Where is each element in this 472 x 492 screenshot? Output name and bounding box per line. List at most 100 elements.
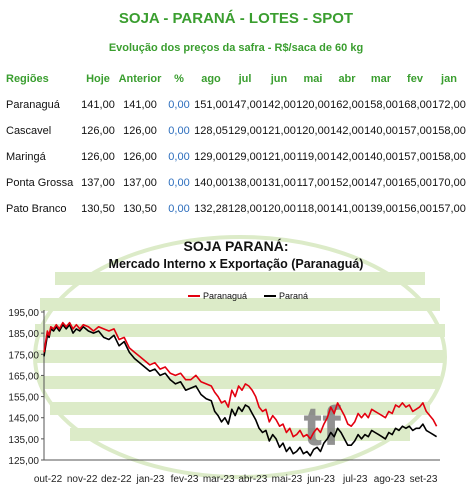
table-cell: 151,00 (194, 99, 228, 111)
chart-legend: Paranaguá Paraná (188, 291, 308, 301)
table-cell: 168,00 (398, 99, 432, 111)
table-cell: 158,00 (432, 125, 466, 137)
table-cell: 140,00 (364, 151, 398, 163)
y-tick-label: 165,00 (8, 371, 39, 382)
table-cell: Paranaguá (6, 99, 60, 111)
series-line-paranagu (43, 321, 438, 440)
table-cell: 128,05 (194, 125, 228, 137)
table-cell: 120,00 (296, 99, 330, 111)
table-cell: 119,00 (296, 151, 330, 163)
table-cell: 137,00 (123, 177, 157, 189)
table-cell: 0,00 (168, 99, 190, 111)
page-title: SOJA - PARANÁ - LOTES - SPOT (118, 10, 354, 27)
table-cell: 156,00 (398, 203, 432, 215)
column-header: ago (201, 73, 221, 85)
chart-subtitle: Mercado Interno x Exportação (Paranaguá) (109, 257, 364, 271)
y-tick-label: 175,00 (8, 350, 39, 361)
table-cell: 137,00 (81, 177, 115, 189)
x-tick-label: nov-22 (67, 474, 98, 485)
column-header: % (174, 73, 184, 85)
column-header: jul (238, 73, 252, 85)
column-header: Hoje (86, 73, 110, 85)
chart-title: SOJA PARANÁ: (183, 238, 288, 254)
table-cell: 131,00 (262, 177, 296, 189)
x-tick-label: mai-23 (272, 474, 303, 485)
x-tick-label: jul-23 (342, 474, 368, 485)
page-subtitle: Evolução dos preços da safra - R$/saca d… (108, 42, 364, 54)
table-cell: 158,00 (364, 99, 398, 111)
table-cell: 157,00 (398, 125, 432, 137)
column-header: jun (270, 73, 288, 85)
x-tick-label: set-23 (410, 474, 438, 485)
table-cell: 139,00 (364, 203, 398, 215)
x-tick-label: out-22 (34, 474, 63, 485)
series-line-paran (43, 323, 438, 457)
x-tick-label: jan-23 (136, 474, 165, 485)
x-tick-label: mar-23 (203, 474, 235, 485)
table-cell: 172,00 (432, 99, 466, 111)
table-cell: 120,00 (296, 125, 330, 137)
column-header: jan (441, 73, 457, 85)
legend-label: Paraná (279, 291, 308, 301)
y-tick-label: 185,00 (8, 329, 39, 340)
column-header: abr (338, 73, 356, 85)
table-cell: 140,00 (364, 125, 398, 137)
table-cell: 129,00 (228, 125, 262, 137)
table-row: Paranaguá 141,00 141,00 0,00 151,00 147,… (4, 92, 466, 118)
table-cell: 152,00 (330, 177, 364, 189)
table-header-row: Regiões Hoje Anterior % ago jul jun mai … (4, 66, 466, 92)
table-cell: 120,00 (262, 203, 296, 215)
table-cell: 121,00 (262, 125, 296, 137)
x-tick-label: fev-23 (171, 474, 199, 485)
table-cell: 141,00 (123, 99, 157, 111)
column-header: Regiões (6, 73, 49, 85)
table-row: Maringá 126,00 126,00 0,00 129,00 129,00… (4, 144, 466, 170)
chart-lines (43, 321, 438, 457)
y-tick-label: 125,00 (8, 456, 39, 467)
table-cell: 117,00 (296, 177, 330, 189)
table-cell: Ponta Grossa (6, 177, 74, 189)
table-cell: 129,00 (228, 151, 262, 163)
table-cell: 142,00 (262, 99, 296, 111)
x-tick-label: dez-22 (101, 474, 132, 485)
x-tick-label: jun-23 (306, 474, 335, 485)
price-chart: SOJA PARANÁ: Mercado Interno x Exportaçã… (8, 235, 447, 485)
table-cell: 118,00 (296, 203, 330, 215)
table-cell: 141,00 (81, 99, 115, 111)
y-tick-label: 145,00 (8, 414, 39, 425)
table-cell: 142,00 (330, 151, 364, 163)
table-cell: 126,00 (81, 125, 115, 137)
table-cell: 141,00 (330, 203, 364, 215)
table-cell: 0,00 (168, 203, 190, 215)
y-tick-label: 135,00 (8, 435, 39, 446)
table-cell: 0,00 (168, 125, 190, 137)
chart-axes: 195,00 185,00 175,00 165,00 155,00 145,00 135,… (8, 308, 440, 485)
table-cell: 129,00 (194, 151, 228, 163)
table-row: Cascavel 126,00 126,00 0,00 128,05 129,0… (4, 118, 466, 144)
table-cell: 165,00 (398, 177, 432, 189)
table-row: Ponta Grossa 137,00 137,00 0,00 140,00 1… (4, 170, 466, 196)
table-cell: 130,50 (123, 203, 157, 215)
table-cell: 162,00 (330, 99, 364, 111)
column-header: Anterior (118, 73, 162, 85)
table-cell: 170,00 (432, 177, 466, 189)
table-cell: Maringá (6, 151, 46, 163)
table-cell: 0,00 (168, 151, 190, 163)
table-cell: 138,00 (228, 177, 262, 189)
background-logo (33, 235, 447, 479)
column-header: mar (370, 73, 392, 85)
table-cell: 147,00 (228, 99, 262, 111)
table-cell: 130,50 (81, 203, 115, 215)
table-row: Pato Branco 130,50 130,50 0,00 132,28 12… (4, 196, 466, 222)
table-cell: 128,00 (228, 203, 262, 215)
price-table: Regiões Hoje Anterior % ago jul jun mai … (4, 66, 466, 222)
table-cell: 147,00 (364, 177, 398, 189)
table-cell: Pato Branco (6, 203, 67, 215)
table-cell: 142,00 (330, 125, 364, 137)
table-cell: 126,00 (123, 151, 157, 163)
y-tick-label: 195,00 (8, 308, 39, 319)
table-cell: 126,00 (123, 125, 157, 137)
x-tick-label: ago-23 (374, 474, 406, 485)
legend-label: Paranaguá (203, 291, 247, 301)
x-tick-label: abr-23 (238, 474, 267, 485)
